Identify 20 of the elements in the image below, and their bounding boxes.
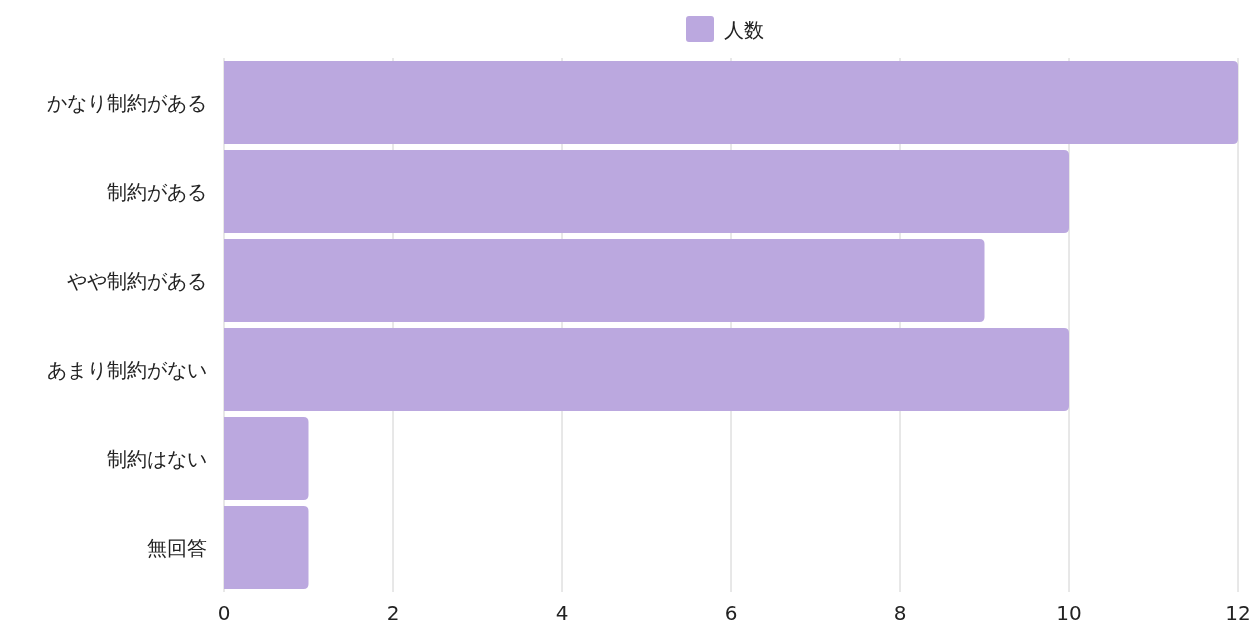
- x-tick-label: 10: [1056, 601, 1082, 623]
- x-tick-label: 6: [724, 601, 738, 623]
- y-tick-label: あまり制約がない: [47, 357, 207, 382]
- bar: [224, 61, 1238, 144]
- x-tick-label: 8: [893, 601, 907, 623]
- x-tick-label: 0: [217, 601, 231, 623]
- x-tick-label: 4: [555, 601, 569, 623]
- legend-label: 人数: [724, 18, 764, 42]
- bar: [224, 328, 1069, 411]
- bar: [224, 417, 309, 500]
- y-tick-label: 制約がある: [107, 179, 207, 204]
- x-tick-label: 12: [1225, 601, 1251, 623]
- y-tick-label: 無回答: [147, 535, 207, 560]
- bar: [224, 150, 1069, 233]
- y-tick-label: かなり制約がある: [47, 90, 207, 115]
- bar: [224, 506, 309, 589]
- bar: [224, 239, 985, 322]
- x-tick-label: 2: [386, 601, 400, 623]
- y-tick-label: やや制約がある: [67, 268, 207, 293]
- y-tick-label: 制約はない: [107, 446, 207, 471]
